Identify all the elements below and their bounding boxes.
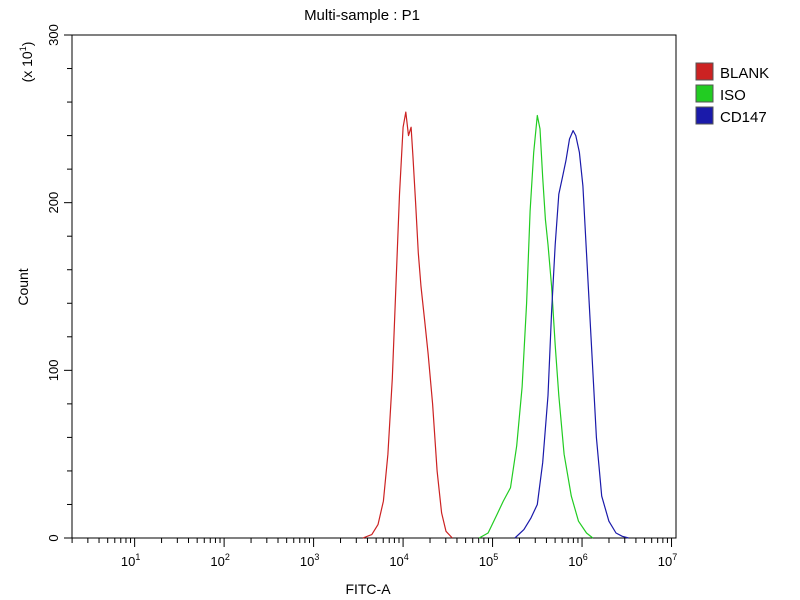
x-tick-base: 10 bbox=[300, 554, 314, 569]
x-tick-label: 106 bbox=[568, 552, 587, 569]
legend: BLANK ISO CD147 bbox=[695, 62, 769, 126]
series-line-blank bbox=[362, 111, 453, 539]
y-tick-label: 0 bbox=[46, 534, 61, 541]
x-tick-exponent: 7 bbox=[672, 552, 677, 562]
legend-swatch-blank bbox=[695, 62, 714, 81]
x-tick-label: 101 bbox=[121, 552, 140, 569]
y-tick-label: 300 bbox=[46, 24, 61, 46]
x-tick-base: 10 bbox=[389, 554, 403, 569]
plot-frame bbox=[71, 34, 677, 539]
x-tick-exponent: 3 bbox=[314, 552, 319, 562]
legend-swatch-cd147 bbox=[695, 106, 714, 125]
x-tick-exponent: 4 bbox=[404, 552, 409, 562]
x-tick-exponent: 5 bbox=[493, 552, 498, 562]
x-tick-exponent: 6 bbox=[583, 552, 588, 562]
x-tick-label: 103 bbox=[300, 552, 319, 569]
x-tick-label: 105 bbox=[479, 552, 498, 569]
y-multiplier-exponent: 1 bbox=[18, 46, 28, 51]
legend-swatch-iso bbox=[695, 84, 714, 103]
legend-label-iso: ISO bbox=[720, 87, 746, 104]
svg-text:(x 101): (x 101) bbox=[18, 42, 35, 83]
x-tick-exponent: 2 bbox=[225, 552, 230, 562]
x-tick-exponent: 1 bbox=[135, 552, 140, 562]
x-tick-base: 10 bbox=[658, 554, 672, 569]
y-tick-label: 100 bbox=[46, 359, 61, 381]
y-multiplier-prefix: (x 10 bbox=[19, 51, 35, 82]
x-tick-base: 10 bbox=[568, 554, 582, 569]
legend-label-cd147: CD147 bbox=[720, 109, 767, 126]
series-line-iso bbox=[478, 114, 594, 539]
y-tick-label: 200 bbox=[46, 192, 61, 214]
x-tick-base: 10 bbox=[479, 554, 493, 569]
chart-title: Multi-sample : P1 bbox=[304, 7, 420, 24]
x-tick-label: 102 bbox=[210, 552, 229, 569]
y-axis-multiplier: (x 101) bbox=[18, 42, 35, 83]
x-tick-base: 10 bbox=[121, 554, 135, 569]
y-multiplier-suffix: ) bbox=[19, 42, 35, 47]
x-axis-ticks: 101 102 103 104 105 106 107 bbox=[71, 538, 677, 569]
series-line-cd147 bbox=[514, 130, 629, 539]
x-tick-label: 107 bbox=[658, 552, 677, 569]
legend-label-blank: BLANK bbox=[720, 65, 769, 82]
x-tick-base: 10 bbox=[210, 554, 224, 569]
y-axis-label: Count bbox=[15, 268, 31, 305]
y-axis-ticks: 0 100 200 300 bbox=[46, 24, 72, 542]
histogram-series bbox=[362, 111, 629, 539]
x-axis-label: FITC-A bbox=[345, 581, 391, 597]
x-tick-label: 104 bbox=[389, 552, 408, 569]
